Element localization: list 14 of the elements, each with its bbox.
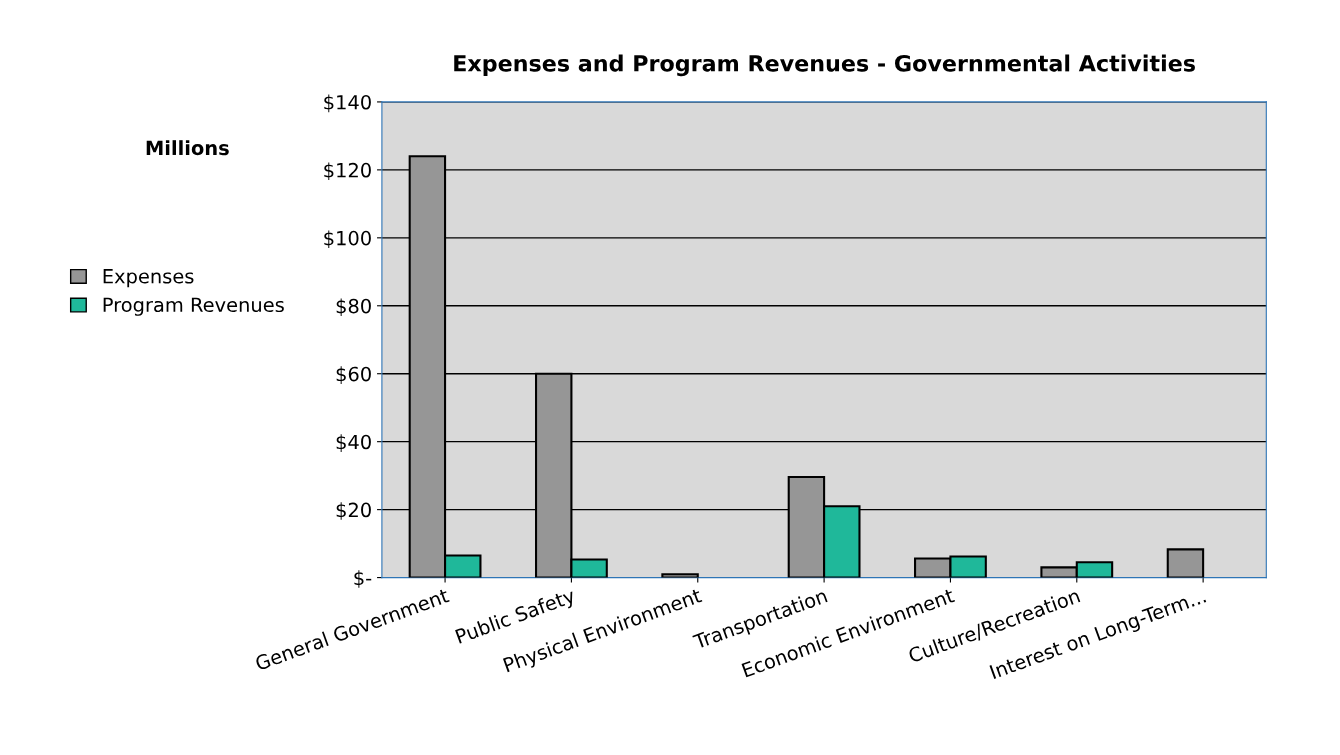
chart-title: Expenses and Program Revenues - Governmental Activities	[454, 54, 1195, 77]
y-tick-label: $-	[354, 570, 372, 588]
y-tick-label: $60	[336, 366, 371, 384]
y-tick-label: $140	[324, 94, 371, 113]
y-tick-label: $120	[324, 162, 371, 181]
y-tick-label: $80	[336, 298, 371, 317]
legend-label: Program Revenues	[103, 297, 284, 316]
bar	[661, 573, 699, 578]
y-axis-title: Millions	[146, 140, 229, 156]
y-tick-label: $100	[324, 230, 371, 249]
bar	[1166, 548, 1205, 578]
legend-label: Expenses	[103, 269, 194, 288]
y-tick-label: $40	[336, 434, 371, 452]
y-tick-label: $20	[336, 502, 371, 520]
